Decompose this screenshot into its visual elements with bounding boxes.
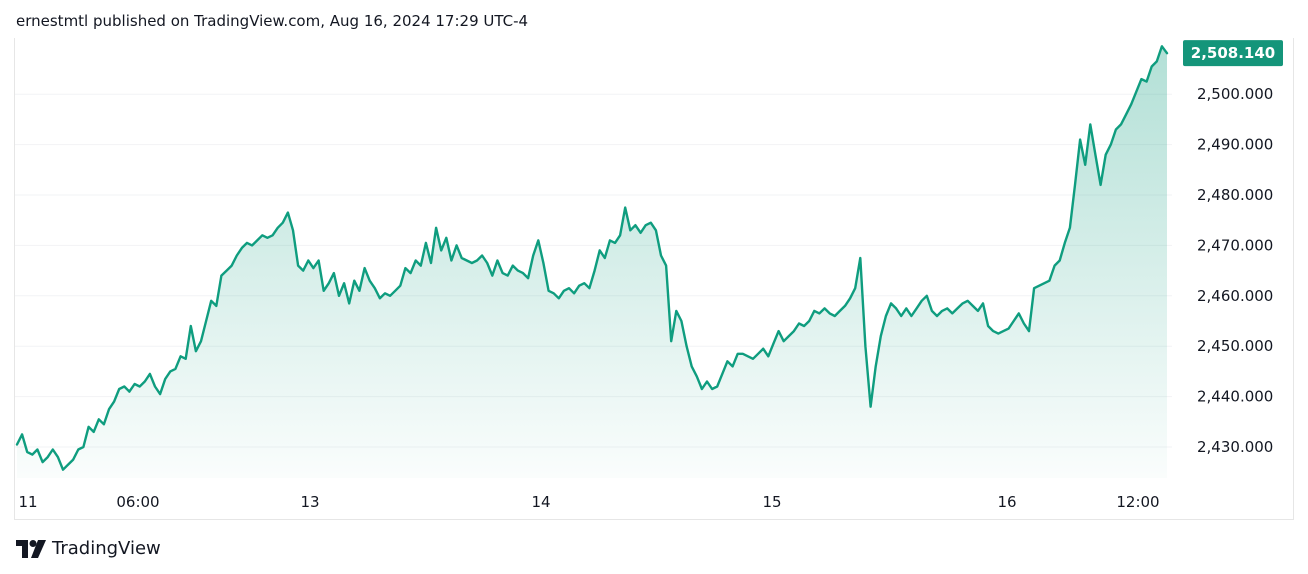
footer-brand-text: TradingView <box>52 538 161 559</box>
y-tick-label: 2,430.000 <box>1197 438 1273 456</box>
area-fill <box>17 46 1167 479</box>
y-tick-label: 2,490.000 <box>1197 136 1273 154</box>
x-tick-label: 11 <box>18 493 37 511</box>
last-price-tag: 2,508.140 <box>1183 40 1283 67</box>
y-tick-label: 2,500.000 <box>1197 85 1273 103</box>
last-price-tag-bg <box>1183 40 1283 67</box>
last-price-label: 2,508.140 <box>1191 44 1275 62</box>
x-axis: 11 06:00 13 14 15 16 12:00 <box>18 493 1159 511</box>
chart-area[interactable]: 2,430.000 2,440.000 2,450.000 2,460.000 2,47… <box>15 38 1295 520</box>
footer-brand[interactable]: TradingView <box>16 538 161 559</box>
chart-frame: 2,430.000 2,440.000 2,450.000 2,460.000 2,47… <box>14 38 1294 520</box>
y-axis: 2,430.000 2,440.000 2,450.000 2,460.000 2,47… <box>1197 85 1273 456</box>
y-tick-label: 2,480.000 <box>1197 186 1273 204</box>
x-tick-label: 15 <box>762 493 781 511</box>
x-tick-label: 14 <box>531 493 550 511</box>
x-tick-label: 13 <box>300 493 319 511</box>
price-line <box>15 45 1169 471</box>
x-tick-label: 06:00 <box>116 493 159 511</box>
x-tick-label: 12:00 <box>1116 493 1159 511</box>
y-tick-label: 2,450.000 <box>1197 337 1273 355</box>
publish-header: ernestmtl published on TradingView.com, … <box>16 12 529 30</box>
y-tick-label: 2,440.000 <box>1197 388 1273 406</box>
y-tick-label: 2,470.000 <box>1197 236 1273 254</box>
series-line <box>15 45 1169 471</box>
x-tick-label: 16 <box>997 493 1016 511</box>
series-area <box>17 46 1167 479</box>
tradingview-logo-icon <box>16 539 46 558</box>
y-tick-label: 2,460.000 <box>1197 287 1273 305</box>
